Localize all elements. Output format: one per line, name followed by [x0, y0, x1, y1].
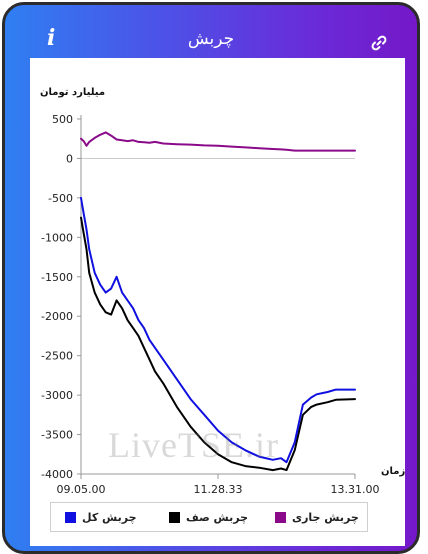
legend-item-current[interactable]: چربش جاری — [275, 510, 359, 524]
line-chart: 500 0 -500 -1000 -1500 -2000 -2500 -3000 -3500 -4… — [41, 113, 380, 496]
x-tick-label: 11.28.33 — [194, 483, 243, 496]
y-tick-label: -1500 — [41, 271, 73, 284]
y-tick-label: -3000 — [41, 389, 73, 402]
series-line-total — [80, 196, 356, 464]
link-icon[interactable] — [369, 33, 389, 53]
x-axis-title: زمان — [381, 466, 406, 477]
y-tick-label: -2500 — [41, 350, 73, 363]
legend-item-queue[interactable]: چربش صف — [169, 510, 248, 524]
legend-label-queue: چربش صف — [186, 510, 249, 524]
legend-swatch-total — [65, 511, 76, 523]
x-tick-label: 13.31.00 — [331, 483, 380, 496]
widget-title: چربش — [187, 29, 235, 48]
legend-label-current: چربش جاری — [292, 510, 359, 524]
widget-frame: i چربش میلیارد تومان زمان 500 0 -500 -1000 -… — [2, 2, 420, 554]
legend-swatch-current — [275, 511, 286, 523]
y-axis-title: میلیارد تومان — [40, 87, 106, 98]
header-bar: i چربش — [5, 5, 417, 60]
series-line-queue — [80, 216, 356, 472]
y-tick-label: -500 — [48, 192, 73, 205]
y-tick-label: -3500 — [41, 429, 73, 442]
legend-label-total: چربش کل — [82, 510, 137, 524]
legend: چربش جاری چربش صف چربش کل — [50, 502, 368, 532]
y-tick-label: 0 — [66, 152, 73, 165]
info-icon[interactable]: i — [47, 25, 56, 51]
x-tick-label: 09.05.00 — [57, 483, 106, 496]
legend-item-total[interactable]: چربش کل — [65, 510, 137, 524]
y-tick-label: 500 — [52, 113, 73, 126]
series-line-current — [80, 131, 356, 152]
y-tick-label: -2000 — [41, 310, 73, 323]
chart-panel: میلیارد تومان زمان 500 0 -500 -1000 -1500 -20… — [30, 58, 405, 546]
legend-swatch-queue — [169, 511, 180, 523]
y-tick-label: -4000 — [41, 468, 73, 481]
y-tick-label: -1000 — [41, 231, 73, 244]
